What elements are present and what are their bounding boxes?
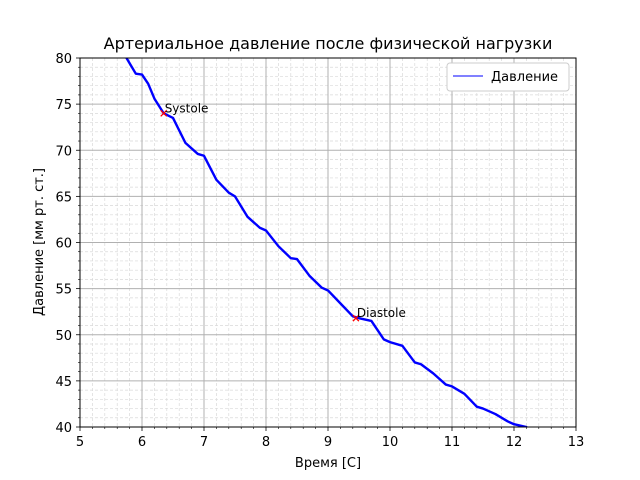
y-tick-label: 45 [55,375,72,390]
series-line-pressure [125,58,528,427]
annotation-layer: Systole Diastole [160,101,406,322]
x-tick-label: 5 [76,435,84,450]
x-tick-label: 6 [138,435,146,450]
annotation-marker [352,314,360,322]
x-axis-ticks: 5 6 7 8 9 10 11 12 13 [76,427,584,450]
annotation-marker [160,109,168,117]
series-layer [125,58,528,427]
y-axis-label: Давление [мм рт. ст.] [32,168,47,316]
y-tick-label: 50 [55,329,72,344]
x-tick-label: 8 [262,435,270,450]
y-tick-label: 70 [55,144,72,159]
x-tick-label: 7 [200,435,208,450]
x-tick-label: 12 [506,435,523,450]
y-tick-label: 80 [55,52,72,67]
x-tick-label: 13 [568,435,585,450]
y-axis-ticks: 40 45 50 55 60 65 70 75 80 [55,52,80,436]
major-grid [79,57,577,428]
legend-box [446,62,570,92]
y-tick-label: 65 [55,190,72,205]
annotation-label: Diastole [357,306,406,320]
x-axis-label: Время [С] [295,456,361,471]
y-tick-label: 40 [55,421,72,436]
legend-label: Давление [491,70,558,85]
x-tick-label: 9 [324,435,332,450]
legend: Давление [446,62,570,92]
y-tick-label: 55 [55,283,72,298]
x-tick-label: 11 [444,435,461,450]
y-tick-label: 75 [55,98,72,113]
chart-title: Артериальное давление после физической н… [104,34,553,53]
x-tick-label: 10 [382,435,399,450]
annotation-label: Systole [165,101,209,115]
y-tick-label: 60 [55,237,72,252]
